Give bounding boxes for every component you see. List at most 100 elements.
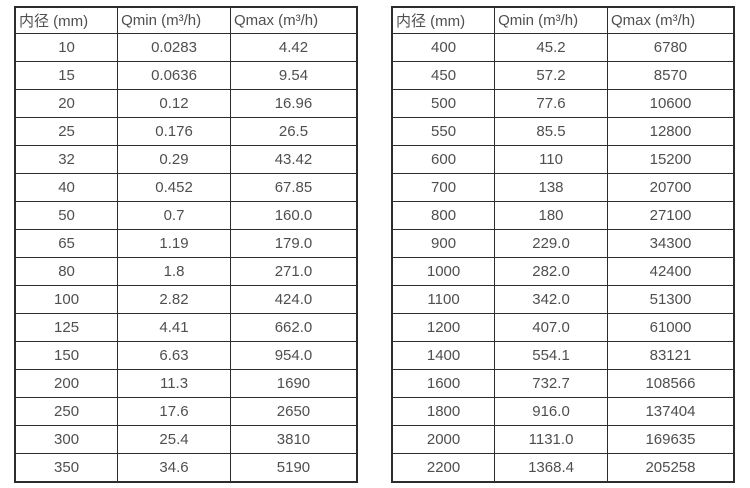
table-cell: 300 — [14, 425, 119, 454]
table-cell: 2000 — [391, 425, 496, 454]
table-row: 50 0.7 160.0 — [14, 201, 358, 230]
table-row: 125 4.41 662.0 — [14, 313, 358, 342]
table-cell: 67.85 — [229, 173, 358, 202]
table-cell: 138 — [494, 173, 608, 202]
table-row: 65 1.19 179.0 — [14, 229, 358, 258]
table-cell: 0.7 — [117, 201, 231, 230]
table-cell: 1600 — [391, 369, 496, 398]
table-cell: 900 — [391, 229, 496, 258]
table-cell: 600 — [391, 145, 496, 174]
table-row: 1600 732.7 108566 — [391, 369, 735, 398]
table-row: 10 0.0283 4.42 — [14, 33, 358, 62]
table-row: 900 229.0 34300 — [391, 229, 735, 258]
table-cell: 85.5 — [494, 117, 608, 146]
table-cell: 1800 — [391, 397, 496, 426]
table-cell: 424.0 — [229, 285, 358, 314]
table-cell: 34300 — [606, 229, 735, 258]
table-cell: 800 — [391, 201, 496, 230]
table-row: 2000 1131.0 169635 — [391, 425, 735, 454]
table-cell: 500 — [391, 89, 496, 118]
table-row: 150 6.63 954.0 — [14, 341, 358, 370]
table-cell: 179.0 — [229, 229, 358, 258]
table-cell: 0.12 — [117, 89, 231, 118]
table-cell: 11.3 — [117, 369, 231, 398]
table-cell: 100 — [14, 285, 119, 314]
header-row: 内径 (mm) Qmin (m³/h) Qmax (m³/h) — [391, 6, 735, 34]
table-cell: 954.0 — [229, 341, 358, 370]
column-header: Qmin (m³/h) — [117, 6, 231, 34]
table-cell: 1690 — [229, 369, 358, 398]
table-cell: 205258 — [606, 453, 735, 483]
table-row: 80 1.8 271.0 — [14, 257, 358, 286]
table-row: 600 110 15200 — [391, 145, 735, 174]
table-cell: 80 — [14, 257, 119, 286]
table-cell: 550 — [391, 117, 496, 146]
table-cell: 2.82 — [117, 285, 231, 314]
table-cell: 282.0 — [494, 257, 608, 286]
table-cell: 732.7 — [494, 369, 608, 398]
table-cell: 65 — [14, 229, 119, 258]
table-cell: 1131.0 — [494, 425, 608, 454]
table-cell: 25 — [14, 117, 119, 146]
table-cell: 450 — [391, 61, 496, 90]
table-row: 700 138 20700 — [391, 173, 735, 202]
column-header: Qmax (m³/h) — [229, 6, 358, 34]
table-row: 400 45.2 6780 — [391, 33, 735, 62]
table-cell: 34.6 — [117, 453, 231, 483]
table-cell: 4.41 — [117, 313, 231, 342]
table-cell: 10600 — [606, 89, 735, 118]
table-cell: 342.0 — [494, 285, 608, 314]
table-cell: 45.2 — [494, 33, 608, 62]
table-cell: 15 — [14, 61, 119, 90]
table-row: 200 11.3 1690 — [14, 369, 358, 398]
table-row: 500 77.6 10600 — [391, 89, 735, 118]
table-row: 800 180 27100 — [391, 201, 735, 230]
column-header: 内径 (mm) — [391, 6, 496, 34]
table-cell: 0.0283 — [117, 33, 231, 62]
table-header: 内径 (mm) Qmin (m³/h) Qmax (m³/h) — [391, 6, 735, 34]
table-cell: 1.8 — [117, 257, 231, 286]
table-cell: 3810 — [229, 425, 358, 454]
table-cell: 57.2 — [494, 61, 608, 90]
table-cell: 5190 — [229, 453, 358, 483]
table-cell: 125 — [14, 313, 119, 342]
table-cell: 169635 — [606, 425, 735, 454]
flow-spec-table-large-diameters: 内径 (mm) Qmin (m³/h) Qmax (m³/h) 400 45.2 678… — [391, 6, 735, 483]
table-row: 32 0.29 43.42 — [14, 145, 358, 174]
table-cell: 43.42 — [229, 145, 358, 174]
column-header: 内径 (mm) — [14, 6, 119, 34]
table-cell: 1000 — [391, 257, 496, 286]
table-cell: 0.29 — [117, 145, 231, 174]
table-cell: 16.96 — [229, 89, 358, 118]
table-row: 25 0.176 26.5 — [14, 117, 358, 146]
table-cell: 160.0 — [229, 201, 358, 230]
table-cell: 0.452 — [117, 173, 231, 202]
table-cell: 0.176 — [117, 117, 231, 146]
table-cell: 0.0636 — [117, 61, 231, 90]
table-row: 1000 282.0 42400 — [391, 257, 735, 286]
header-row: 内径 (mm) Qmin (m³/h) Qmax (m³/h) — [14, 6, 358, 34]
table-cell: 350 — [14, 453, 119, 483]
table-cell: 150 — [14, 341, 119, 370]
table-cell: 407.0 — [494, 313, 608, 342]
table-cell: 108566 — [606, 369, 735, 398]
table-cell: 916.0 — [494, 397, 608, 426]
column-header: Qmin (m³/h) — [494, 6, 608, 34]
table-body: 10 0.0283 4.42 15 0.0636 9.54 20 0.12 16.96 25 0.1… — [14, 33, 358, 483]
table-cell: 110 — [494, 145, 608, 174]
table-body: 400 45.2 6780 450 57.2 8570 500 77.6 10600 550 85.… — [391, 33, 735, 483]
table-row: 1800 916.0 137404 — [391, 397, 735, 426]
table-cell: 9.54 — [229, 61, 358, 90]
table-cell: 2200 — [391, 453, 496, 483]
table-cell: 1400 — [391, 341, 496, 370]
table-cell: 554.1 — [494, 341, 608, 370]
table-cell: 20 — [14, 89, 119, 118]
table-cell: 400 — [391, 33, 496, 62]
table-cell: 40 — [14, 173, 119, 202]
table-cell: 4.42 — [229, 33, 358, 62]
table-row: 15 0.0636 9.54 — [14, 61, 358, 90]
table-cell: 6.63 — [117, 341, 231, 370]
table-cell: 229.0 — [494, 229, 608, 258]
table-cell: 15200 — [606, 145, 735, 174]
